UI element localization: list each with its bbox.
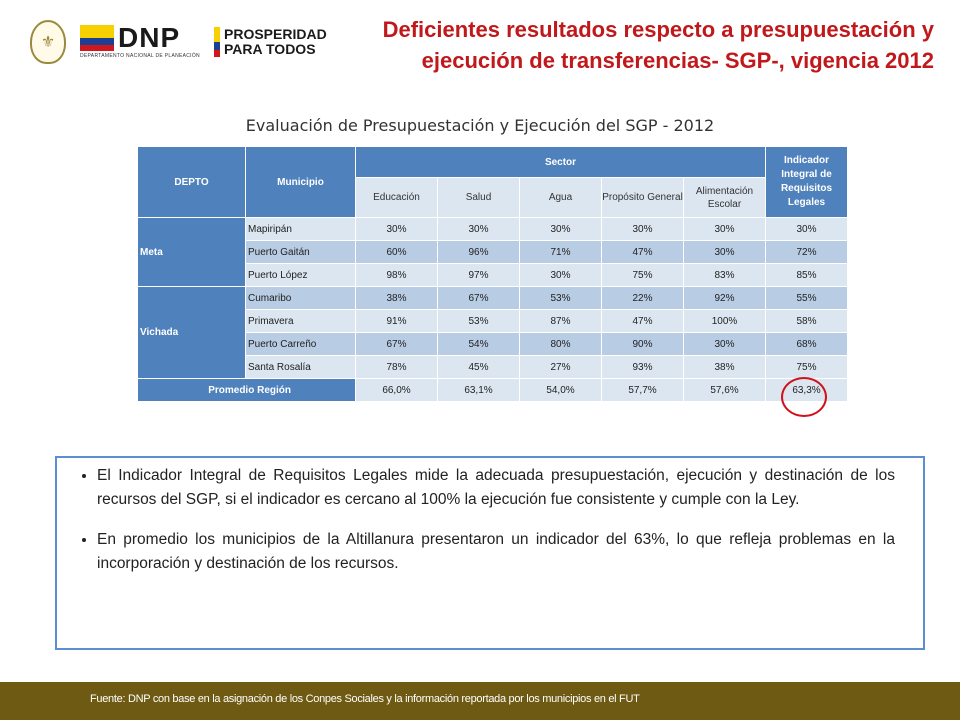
value-cell: 54% [437,332,520,356]
header-indicador: Indicador Integral de Requisitos Legales [765,146,848,218]
value-cell: 80% [519,332,602,356]
value-cell: 85% [765,263,848,287]
value-cell: 38% [355,286,438,310]
value-cell: 93% [601,355,684,379]
value-cell: 30% [683,332,766,356]
value-cell: 30% [437,217,520,241]
table-row: Primavera 91% 53% 87% 47% 100% 58% [138,309,848,333]
header-sector-alimentacion-escolar: Alimentación Escolar [683,177,766,218]
value-cell: 90% [601,332,684,356]
average-value: 57,7% [601,378,684,402]
value-cell: 96% [437,240,520,264]
value-cell: 30% [683,217,766,241]
value-cell: 30% [765,217,848,241]
header-depto: DEPTO [137,146,246,218]
municipio-cell: Puerto López [245,263,356,287]
average-value: 54,0% [519,378,602,402]
value-cell: 30% [519,263,602,287]
municipio-cell: Puerto Gaitán [245,240,356,264]
prosperidad-line2: PARA TODOS [224,41,316,57]
value-cell: 53% [519,286,602,310]
header-sector-proposito-general: Propósito General [601,177,684,218]
value-cell: 100% [683,309,766,333]
average-value: 57,6% [683,378,766,402]
table-body: Meta Mapiripán 30% 30% 30% 30% 30% 30% Puerto Ga… [137,217,848,379]
depto-cell: Vichada [137,286,246,379]
evaluation-table: DEPTO Municipio Sector Indicador Integra… [137,145,848,402]
value-cell: 91% [355,309,438,333]
note-bullet: En promedio los municipios de la Altilla… [97,528,895,576]
municipio-cell: Cumaribo [245,286,356,310]
header-sector-educacion: Educación [355,177,438,218]
header-logos: ⚜ DNP DEPARTAMENTO NACIONAL DE PLANEACIÓ… [30,20,327,64]
average-label: Promedio Región [137,378,356,402]
value-cell: 97% [437,263,520,287]
value-cell: 58% [765,309,848,333]
value-cell: 87% [519,309,602,333]
value-cell: 55% [765,286,848,310]
prosperidad-line1: PROSPERIDAD [224,26,327,42]
value-cell: 30% [355,217,438,241]
value-cell: 30% [601,217,684,241]
value-cell: 30% [519,217,602,241]
table-row: Meta Mapiripán 30% 30% 30% 30% 30% 30% [137,217,848,287]
tricolor-bar-icon [214,27,220,57]
municipio-cell: Santa Rosalía [245,355,356,379]
value-cell: 60% [355,240,438,264]
footer-source: Fuente: DNP con base en la asignación de… [90,693,640,705]
depto-cell: Meta [137,217,246,287]
highlight-circle [781,377,827,417]
value-cell: 30% [683,240,766,264]
note-bullet: El Indicador Integral de Requisitos Lega… [97,464,895,512]
slide-title: Deficientes resultados respecto a presup… [382,17,934,73]
colombia-flag-icon [80,25,114,51]
header-sector-salud: Salud [437,177,520,218]
table-row: Puerto Carreño 67% 54% 80% 90% 30% 68% [138,332,848,356]
value-cell: 75% [601,263,684,287]
table-row: Puerto Gaitán 60% 96% 71% 47% 30% 72% [138,240,848,264]
value-cell: 83% [683,263,766,287]
value-cell: 68% [765,332,848,356]
dnp-logo-text: DNP [118,22,181,53]
municipio-cell: Primavera [245,309,356,333]
value-cell: 47% [601,240,684,264]
average-row: Promedio Región 66,0% 63,1% 54,0% 57,7% … [137,378,848,402]
dnp-logo: DNP DEPARTAMENTO NACIONAL DE PLANEACIÓN [80,22,200,59]
footer-bar: Fuente: DNP con base en la asignación de… [0,682,960,720]
header-sector: Sector [355,145,766,179]
value-cell: 75% [765,355,848,379]
table-row: Santa Rosalía 78% 45% 27% 93% 38% 75% [138,355,848,379]
prosperidad-logo: PROSPERIDAD PARA TODOS [214,27,327,57]
value-cell: 47% [601,309,684,333]
value-cell: 53% [437,309,520,333]
value-cell: 98% [355,263,438,287]
value-cell: 27% [519,355,602,379]
table-row: Vichada Cumaribo 38% 67% 53% 22% 92% 55% [137,286,848,379]
value-cell: 78% [355,355,438,379]
value-cell: 71% [519,240,602,264]
coat-of-arms-icon: ⚜ [30,20,66,64]
header-sector-agua: Agua [519,177,602,218]
municipio-cell: Mapiripán [245,217,356,241]
notes-box: El Indicador Integral de Requisitos Lega… [55,456,925,650]
value-cell: 38% [683,355,766,379]
value-cell: 72% [765,240,848,264]
value-cell: 92% [683,286,766,310]
table-caption: Evaluación de Presupuestación y Ejecució… [245,116,715,135]
header-municipio: Municipio [245,146,356,218]
value-cell: 22% [601,286,684,310]
value-cell: 45% [437,355,520,379]
municipio-cell: Puerto Carreño [245,332,356,356]
average-value: 66,0% [355,378,438,402]
value-cell: 67% [437,286,520,310]
value-cell: 67% [355,332,438,356]
dnp-logo-subtitle: DEPARTAMENTO NACIONAL DE PLANEACIÓN [80,53,200,59]
average-value: 63,1% [437,378,520,402]
